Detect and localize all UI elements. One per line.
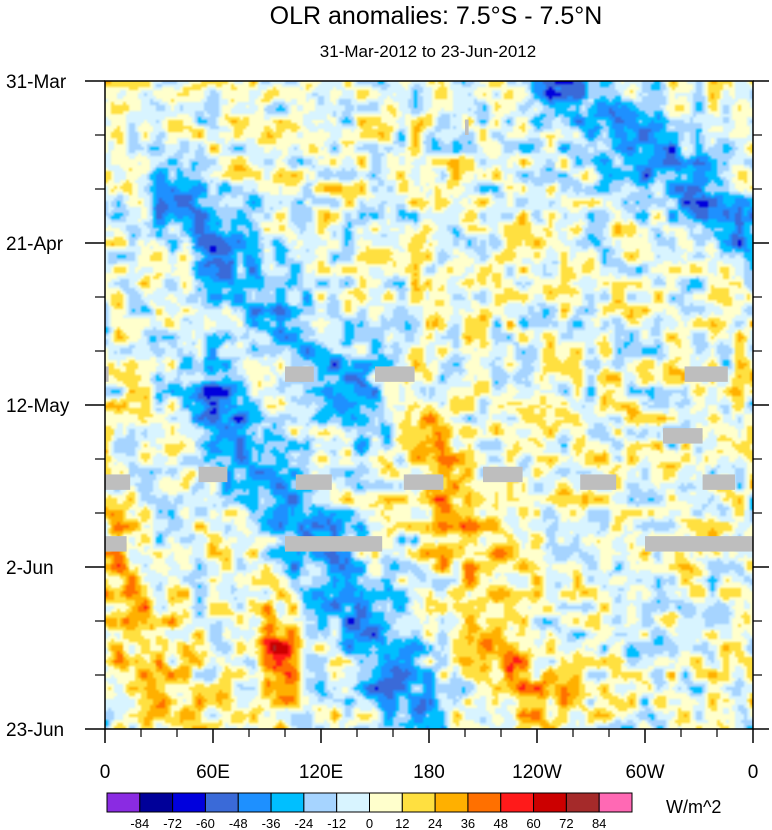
colorbar-swatch [434,792,469,813]
missing-data-segment [483,466,523,483]
missing-data-segment [295,474,332,490]
missing-data-segment [105,474,131,490]
x-tick-label: 120W [512,762,562,783]
colorbar-tick-label: 24 [428,816,442,830]
y-tick-label: 12-May [6,396,70,417]
y-tick-label: 31-Mar [6,72,67,93]
missing-data-segment [285,366,314,382]
colorbar-swatch [565,792,600,813]
colorbar-swatch [139,792,174,813]
colorbar-tick-label: -12 [327,816,346,830]
missing-data-segment [645,536,753,552]
colorbar-swatch [500,792,535,813]
missing-data-segment [663,428,703,444]
colorbar-tick-label: 36 [461,816,475,830]
y-tick-label: 23-Jun [6,720,64,741]
colorbar-swatch [270,792,305,813]
colorbar-swatch [106,792,141,813]
colorbar-swatch [336,792,370,813]
colorbar-swatch [237,792,272,813]
colorbar-swatch [369,792,403,813]
x-axis: 0 60E 120E 180 120W 60W 0 [100,729,759,783]
colorbar-tick-label: 0 [366,816,373,830]
colorbar-tick-label: -84 [130,816,149,830]
colorbar-tick-label: 12 [395,816,409,830]
missing-data-layer [105,119,753,552]
x-tick-label: 0 [748,762,759,783]
colorbar-tick-label: -24 [294,816,313,830]
missing-data-segment [285,536,383,552]
y-axis: 31-Mar 21-Apr 12-May 2-Jun 23-Jun [6,72,769,741]
colorbar-swatch [172,792,206,813]
missing-data-segment [198,466,228,483]
colorbar-tick-label: 84 [592,816,606,830]
missing-data-segment [465,119,469,135]
x-tick-label: 60E [196,762,230,783]
x-tick-label: 60W [625,762,664,783]
colorbar-swatch [303,792,338,813]
colorbar: -84 -72 -60 -48 -36 -24 -12 0 12 24 36 48 60 72 84 [106,792,633,830]
colorbar-swatch [401,792,436,813]
colorbar-tick-label: -48 [229,816,248,830]
missing-data-segment [105,536,127,552]
colorbar-tick-label: 72 [559,816,573,830]
colorbar-tick-label: -36 [262,816,281,830]
y-tick-label: 21-Apr [6,234,64,255]
colorbar-swatch [467,792,502,813]
missing-data-segment [403,474,444,490]
y-tick-label: 2-Jun [6,558,54,579]
olr-heatmap [105,81,753,729]
missing-data-segment [580,474,617,490]
missing-data-segment [684,366,728,382]
missing-data-segment [105,366,109,382]
plot-area [104,80,754,730]
chart-subtitle: 31-Mar-2012 to 23-Jun-2012 [320,42,536,61]
x-tick-label: 0 [100,762,111,783]
colorbar-swatch [598,792,633,813]
colorbar-swatch [204,792,239,813]
missing-data-segment [702,474,735,490]
colorbar-tick-label: -60 [196,816,215,830]
missing-data-segment [375,366,415,382]
colorbar-swatch [533,792,567,813]
colorbar-tick-label: 60 [526,816,540,830]
colorbar-units: W/m^2 [666,797,721,817]
x-tick-label: 120E [299,762,343,783]
chart-title: OLR anomalies: 7.5°S - 7.5°N [270,2,603,30]
colorbar-tick-label: -72 [163,816,182,830]
colorbar-tick-label: 48 [494,816,508,830]
x-tick-label: 180 [413,762,445,783]
